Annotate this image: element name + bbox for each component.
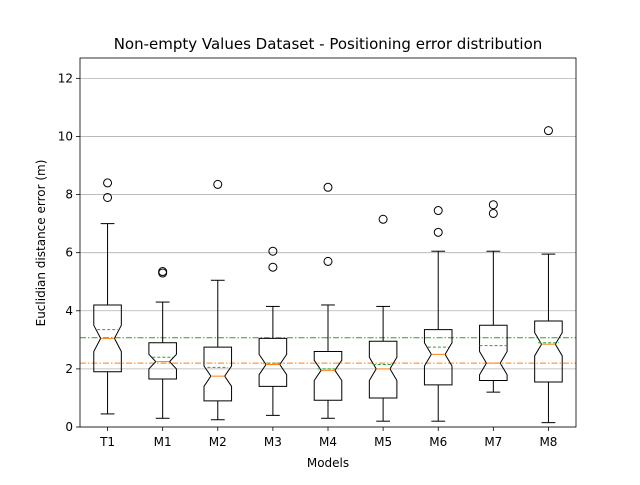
box-body: [203, 346, 233, 402]
box-M1: [148, 267, 177, 419]
x-tick-label: M6: [429, 435, 447, 449]
outlier-point: [488, 200, 498, 210]
y-tick-label: 4: [65, 304, 73, 318]
box-body: [93, 304, 122, 373]
box-T1: [93, 178, 122, 415]
outlier-point: [268, 262, 278, 272]
y-tick-label: 2: [65, 362, 73, 376]
x-axis-label: Models: [307, 456, 349, 470]
box-body: [479, 324, 508, 382]
box-M4: [313, 182, 343, 419]
x-tick-label: M3: [264, 435, 282, 449]
chart-title: Non-empty Values Dataset - Positioning e…: [114, 35, 543, 53]
outlier-point: [378, 214, 388, 224]
x-tick-label: M5: [374, 435, 392, 449]
x-tick-label: M1: [154, 435, 172, 449]
outlier-point: [488, 208, 498, 218]
y-tick-label: 6: [65, 246, 73, 260]
outlier-point: [323, 256, 333, 266]
outlier-point: [103, 178, 113, 188]
y-tick-label: 0: [65, 420, 73, 434]
outlier-point: [213, 179, 223, 189]
outlier-point: [323, 182, 333, 192]
x-tick-label: M4: [319, 435, 337, 449]
box-body: [258, 337, 288, 387]
outlier-point: [543, 126, 553, 136]
x-tick-label: M2: [209, 435, 227, 449]
plot-frame: [79, 57, 577, 428]
outlier-point: [103, 192, 113, 202]
outlier-point: [433, 206, 443, 216]
box-M8: [534, 126, 563, 424]
y-axis-label: Euclidian distance error (m): [34, 160, 48, 327]
box-body: [423, 329, 453, 386]
box-body: [313, 350, 343, 401]
box-M7: [479, 200, 508, 393]
box-body: [148, 342, 177, 380]
axes: 0 2 4 6 8 10 12 T1 M1 M2 M3 M4 M5 M6 M7 M8: [58, 57, 577, 449]
grid-lines: [80, 77, 576, 428]
x-tick-label: T1: [99, 435, 115, 449]
boxes: [93, 126, 563, 424]
box-M5: [368, 214, 398, 422]
box-M6: [423, 206, 453, 422]
outlier-point: [433, 227, 443, 237]
box-M3: [258, 246, 288, 416]
box-body: [368, 340, 398, 399]
x-tick-label: M7: [484, 435, 502, 449]
outlier-point: [158, 267, 168, 277]
outlier-point: [268, 246, 278, 256]
y-tick-label: 8: [65, 188, 73, 202]
y-tick-label: 10: [58, 129, 73, 143]
box-body: [534, 320, 563, 383]
box-M2: [203, 179, 233, 421]
x-tick-label: M8: [539, 435, 557, 449]
y-tick-label: 12: [58, 71, 73, 85]
